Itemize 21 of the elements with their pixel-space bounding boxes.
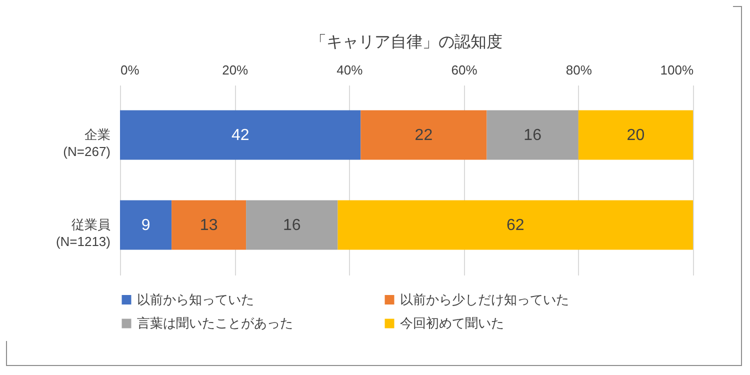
x-tick-label: 100% xyxy=(660,62,694,78)
data-label: 62 xyxy=(506,217,524,234)
x-tick-label: 60% xyxy=(451,62,478,78)
data-label: 22 xyxy=(414,126,433,144)
data-label: 42 xyxy=(231,126,250,144)
data-label: 20 xyxy=(626,126,645,144)
legend-label: 以前から知っていた xyxy=(137,292,254,307)
legend-label: 今回初めて聞いた xyxy=(400,316,504,330)
data-label: 9 xyxy=(141,217,150,234)
data-label: 16 xyxy=(283,217,301,234)
data-label: 13 xyxy=(200,217,218,234)
x-tick-label: 80% xyxy=(566,62,592,78)
data-label: 16 xyxy=(524,126,542,144)
x-tick-label: 40% xyxy=(336,62,364,78)
legend-label: 言葉は聞いたことがあった xyxy=(137,316,293,330)
y-tick-label: 企業 (N=267) xyxy=(63,126,110,159)
x-tick-label: 20% xyxy=(222,62,249,78)
y-tick-label: 従業員 (N=1213) xyxy=(56,217,110,250)
x-tick-label: 0% xyxy=(120,62,140,78)
legend-label: 以前から少しだけ知っていた xyxy=(400,292,569,307)
chart-title: 「キャリア自律」の認知度 xyxy=(310,33,502,51)
